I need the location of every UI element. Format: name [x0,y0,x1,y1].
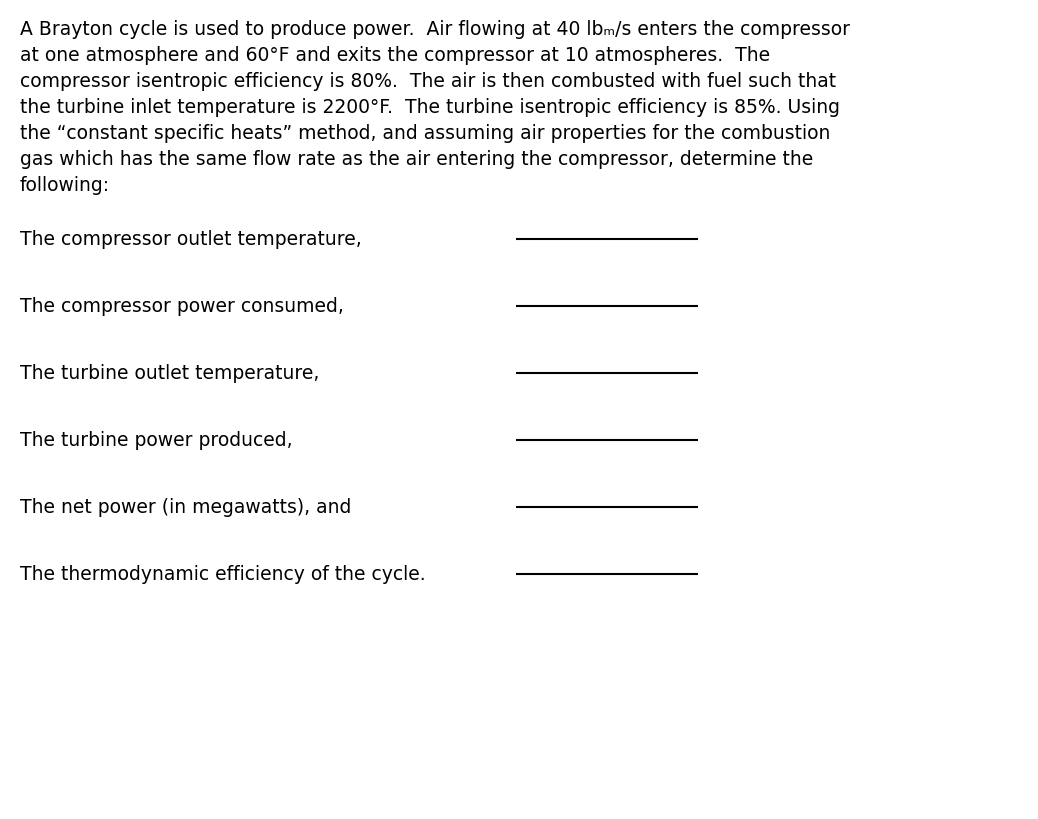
Text: The turbine outlet temperature,: The turbine outlet temperature, [20,364,320,382]
Text: The compressor outlet temperature,: The compressor outlet temperature, [20,229,362,249]
Text: the “constant specific heats” method, and assuming air properties for the combus: the “constant specific heats” method, an… [20,124,830,143]
Text: A Brayton cycle is used to produce power.  Air flowing at 40 lbₘ/s enters the co: A Brayton cycle is used to produce power… [20,20,850,39]
Text: The thermodynamic efficiency of the cycle.: The thermodynamic efficiency of the cycl… [20,564,426,583]
Text: following:: following: [20,176,110,195]
Text: The compressor power consumed,: The compressor power consumed, [20,296,344,315]
Text: gas which has the same flow rate as the air entering the compressor, determine t: gas which has the same flow rate as the … [20,150,813,169]
Text: compressor isentropic efficiency is 80%.  The air is then combusted with fuel su: compressor isentropic efficiency is 80%.… [20,72,837,91]
Text: at one atmosphere and 60°F and exits the compressor at 10 atmospheres.  The: at one atmosphere and 60°F and exits the… [20,46,770,65]
Text: The turbine power produced,: The turbine power produced, [20,431,293,450]
Text: The net power (in megawatts), and: The net power (in megawatts), and [20,497,352,516]
Text: the turbine inlet temperature is 2200°F.  The turbine isentropic efficiency is 8: the turbine inlet temperature is 2200°F.… [20,98,840,117]
